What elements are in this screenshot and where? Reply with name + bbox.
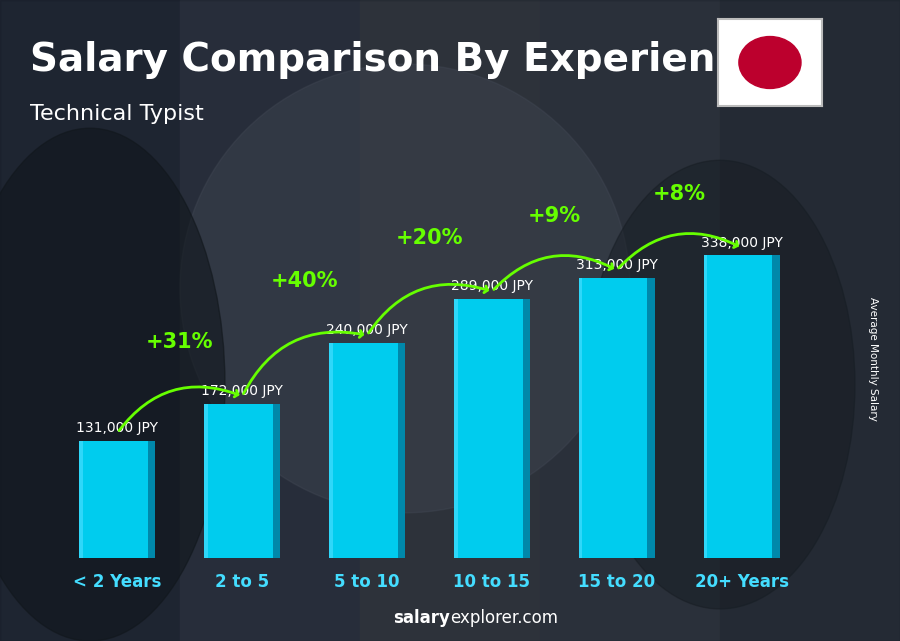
Bar [540,0,720,641]
Bar [204,404,208,558]
Text: +31%: +31% [146,332,213,353]
Text: 15 to 20: 15 to 20 [578,573,655,591]
Text: < 2 Years: < 2 Years [73,573,162,591]
Text: Average Monthly Salary: Average Monthly Salary [868,297,878,421]
Text: Technical Typist: Technical Typist [30,104,203,124]
Bar [329,343,398,558]
Text: 338,000 JPY: 338,000 JPY [701,236,782,249]
Text: 10 to 15: 10 to 15 [454,573,530,591]
Text: +9%: +9% [527,206,580,226]
Text: 5 to 10: 5 to 10 [334,573,400,591]
Text: 313,000 JPY: 313,000 JPY [576,258,658,272]
Text: salary: salary [393,609,450,627]
Text: +20%: +20% [396,228,464,247]
Circle shape [739,37,801,88]
Text: 240,000 JPY: 240,000 JPY [326,323,408,337]
Ellipse shape [0,128,225,641]
Bar [79,440,83,558]
Polygon shape [398,343,405,558]
Text: +40%: +40% [271,272,338,292]
Text: explorer.com: explorer.com [450,609,558,627]
Text: 2 to 5: 2 to 5 [215,573,269,591]
Text: Salary Comparison By Experience: Salary Comparison By Experience [30,41,764,79]
Bar [454,299,523,558]
Bar [0,0,180,641]
Bar [360,0,540,641]
Bar [180,0,360,641]
Bar [704,255,707,558]
Text: 172,000 JPY: 172,000 JPY [202,384,284,398]
Ellipse shape [585,160,855,609]
Polygon shape [148,440,156,558]
Bar [704,255,772,558]
Polygon shape [273,404,280,558]
Polygon shape [523,299,530,558]
Bar [579,278,647,558]
Bar [579,278,582,558]
Ellipse shape [180,64,630,513]
Bar [454,299,457,558]
Text: 20+ Years: 20+ Years [695,573,788,591]
Bar [329,343,333,558]
Bar [720,0,900,641]
Text: 289,000 JPY: 289,000 JPY [451,279,533,294]
Text: 131,000 JPY: 131,000 JPY [76,420,158,435]
Polygon shape [647,278,655,558]
Text: +8%: +8% [652,184,706,204]
Bar [204,404,273,558]
Polygon shape [772,255,779,558]
Bar [79,440,148,558]
